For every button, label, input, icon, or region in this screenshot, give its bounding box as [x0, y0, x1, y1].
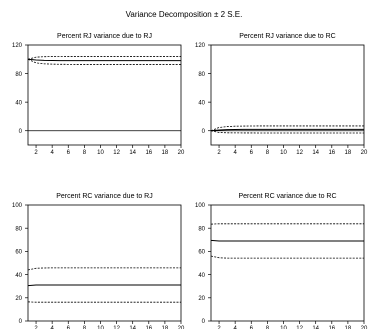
- x-tick-label: 10: [280, 150, 287, 156]
- x-tick-label: 8: [83, 150, 87, 156]
- x-tick-label: 6: [67, 150, 71, 156]
- x-tick-label: 14: [312, 326, 319, 329]
- x-tick-label: 20: [361, 326, 368, 329]
- x-tick-label: 18: [162, 326, 169, 329]
- x-tick-label: 16: [145, 326, 152, 329]
- plot-frame: [210, 204, 365, 322]
- estimate-line: [27, 284, 181, 287]
- y-tick-label: 0: [19, 319, 23, 325]
- se-band-line: [210, 255, 364, 259]
- panel-title: Percent RJ variance due to RJ: [57, 33, 152, 40]
- x-tick-label: 14: [129, 326, 136, 329]
- x-tick-label: 4: [50, 150, 54, 156]
- x-tick-label: 14: [312, 150, 319, 156]
- y-tick-label: 120: [12, 43, 23, 49]
- y-tick-label: 80: [198, 226, 205, 232]
- figure-title: Variance Decomposition ± 2 S.E.: [125, 10, 243, 19]
- x-tick-label: 2: [34, 150, 38, 156]
- x-tick-label: 18: [162, 150, 169, 156]
- panel-4: Percent RC variance due to RC 0 20 40 60 80 10…: [195, 193, 368, 329]
- x-tick-label: 18: [345, 150, 352, 156]
- panel-title: Percent RC variance due to RJ: [56, 193, 153, 200]
- x-tick-label: 4: [50, 326, 54, 329]
- x-tick-label: 12: [113, 150, 120, 156]
- x-tick-label: 20: [178, 150, 185, 156]
- x-tick-label: 8: [266, 150, 270, 156]
- estimate-line: [210, 239, 364, 242]
- x-tick-label: 12: [296, 326, 303, 329]
- panel-1: Percent RJ variance due to RJ 0 40 80 120 2 4 6…: [12, 33, 185, 156]
- y-tick-label: 40: [198, 100, 205, 106]
- x-tick-label: 10: [97, 326, 104, 329]
- plot-frame: [27, 44, 182, 146]
- y-tick-label: 0: [19, 129, 23, 135]
- y-tick-label: 100: [12, 203, 23, 209]
- y-tick-label: 40: [198, 273, 205, 279]
- x-tick-label: 12: [296, 150, 303, 156]
- x-tick-label: 18: [345, 326, 352, 329]
- x-tick-label: 20: [361, 150, 368, 156]
- se-band-line: [210, 125, 364, 132]
- se-band-line: [27, 58, 181, 65]
- y-tick-label: 0: [202, 319, 206, 325]
- plot-frame: [27, 204, 182, 322]
- x-tick-label: 4: [233, 150, 237, 156]
- panel-2: Percent RJ variance due to RC 0 40 80 120 2 4 6…: [195, 33, 368, 156]
- y-tick-label: 80: [15, 226, 22, 232]
- x-tick-label: 10: [280, 326, 287, 329]
- se-band-line: [27, 267, 181, 271]
- y-tick-label: 20: [15, 296, 22, 302]
- y-tick-label: 0: [202, 129, 206, 135]
- x-tick-label: 16: [145, 150, 152, 156]
- estimate-line: [210, 128, 364, 132]
- panel-title: Percent RC variance due to RC: [238, 193, 336, 200]
- x-tick-label: 20: [178, 326, 185, 329]
- x-tick-label: 6: [250, 326, 254, 329]
- y-tick-label: 80: [198, 72, 205, 78]
- x-tick-label: 2: [217, 150, 221, 156]
- y-tick-label: 40: [15, 100, 22, 106]
- x-tick-label: 16: [328, 150, 335, 156]
- y-tick-label: 60: [15, 250, 22, 256]
- x-tick-label: 6: [250, 150, 254, 156]
- y-tick-label: 40: [15, 273, 22, 279]
- x-tick-label: 8: [83, 326, 87, 329]
- y-tick-label: 80: [15, 72, 22, 78]
- se-band-line: [27, 56, 181, 60]
- se-band-line: [210, 130, 364, 134]
- x-tick-label: 14: [129, 150, 136, 156]
- x-tick-label: 8: [266, 326, 270, 329]
- x-tick-label: 4: [233, 326, 237, 329]
- y-tick-label: 100: [195, 203, 206, 209]
- plot-frame: [210, 44, 365, 146]
- panel-3: Percent RC variance due to RJ 0 20 40 60 80 10…: [12, 193, 185, 329]
- x-tick-label: 16: [328, 326, 335, 329]
- y-tick-label: 60: [198, 250, 205, 256]
- estimate-line: [27, 58, 181, 62]
- x-tick-label: 6: [67, 326, 71, 329]
- x-tick-label: 10: [97, 150, 104, 156]
- x-tick-label: 2: [34, 326, 38, 329]
- y-tick-label: 20: [198, 296, 205, 302]
- x-tick-label: 2: [217, 326, 221, 329]
- y-tick-label: 120: [195, 43, 206, 49]
- x-tick-label: 12: [113, 326, 120, 329]
- panel-title: Percent RJ variance due to RC: [239, 33, 336, 40]
